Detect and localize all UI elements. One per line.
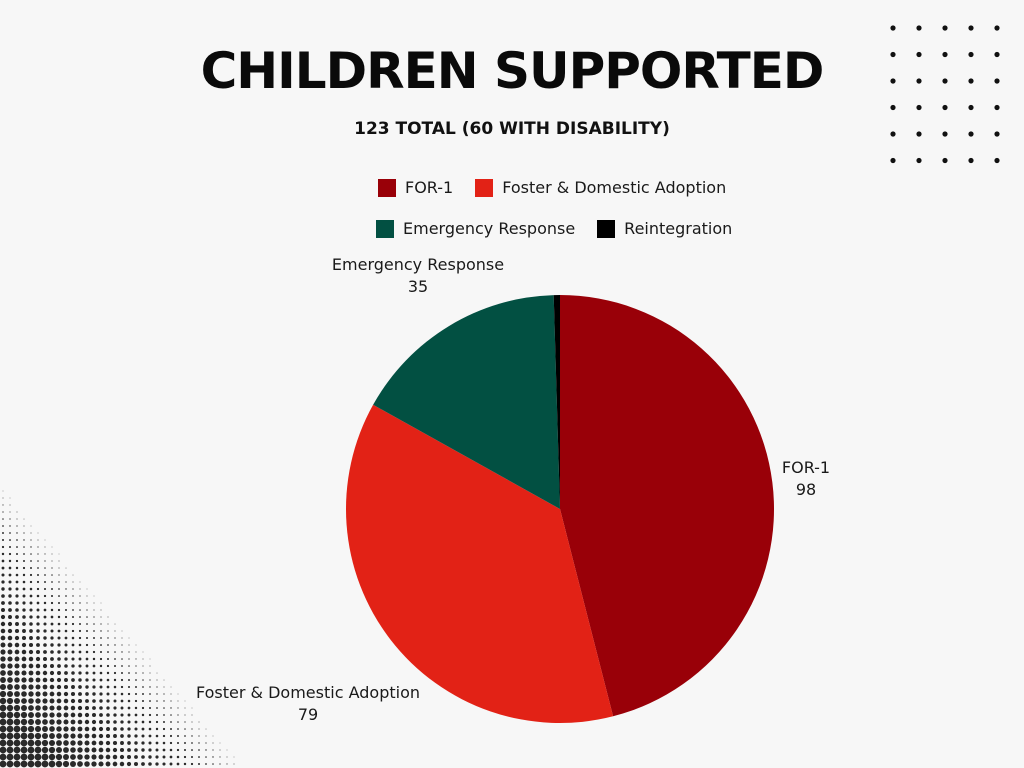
- pie-slice-emergency-response: [373, 295, 560, 509]
- legend-swatch: [376, 219, 394, 238]
- data-label-value: 35: [407, 277, 429, 296]
- data-label-value: 79: [297, 705, 319, 724]
- legend-swatch: [475, 178, 494, 197]
- data-label-foster-domestic-adoption: Foster & Domestic Adoption 79: [178, 682, 438, 726]
- legend-row: Emergency Response Reintegration: [376, 219, 754, 238]
- legend-item-emergency-response: Emergency Response: [376, 219, 575, 238]
- legend-label: Emergency Response: [403, 219, 576, 238]
- legend-row: FOR-1 Foster & Domestic Adoption: [378, 178, 748, 197]
- chart-subtitle: 123 TOTAL (60 WITH DISABILITY): [354, 119, 670, 139]
- data-label-for-1: FOR-1 98: [766, 457, 846, 501]
- legend-item-for-1: FOR-1: [378, 178, 453, 197]
- data-label-name: FOR-1: [781, 458, 831, 477]
- data-label-name: Foster & Domestic Adoption: [196, 683, 420, 702]
- decorative-halftone-pattern: [0, 490, 235, 768]
- pie-slice-for-1: [560, 295, 775, 717]
- legend-label: Reintegration: [624, 219, 733, 238]
- data-label-name: Emergency Response: [331, 255, 505, 274]
- decorative-dot-grid: [890, 25, 1000, 164]
- legend-item-reintegration: Reintegration: [597, 219, 732, 238]
- data-label-emergency-response: Emergency Response 35: [318, 254, 518, 298]
- legend-item-foster-domestic-adoption: Foster & Domestic Adoption: [475, 178, 726, 197]
- data-label-value: 98: [795, 480, 817, 499]
- legend-swatch: [597, 219, 616, 238]
- chart-title: CHILDREN SUPPORTED: [200, 42, 825, 100]
- legend-label: Foster & Domestic Adoption: [502, 178, 727, 197]
- pie-slice-reintegration: [553, 294, 560, 509]
- legend-swatch: [378, 178, 396, 197]
- legend-label: FOR-1: [405, 178, 454, 197]
- pie-slice-foster-domestic-adoption: [345, 404, 614, 724]
